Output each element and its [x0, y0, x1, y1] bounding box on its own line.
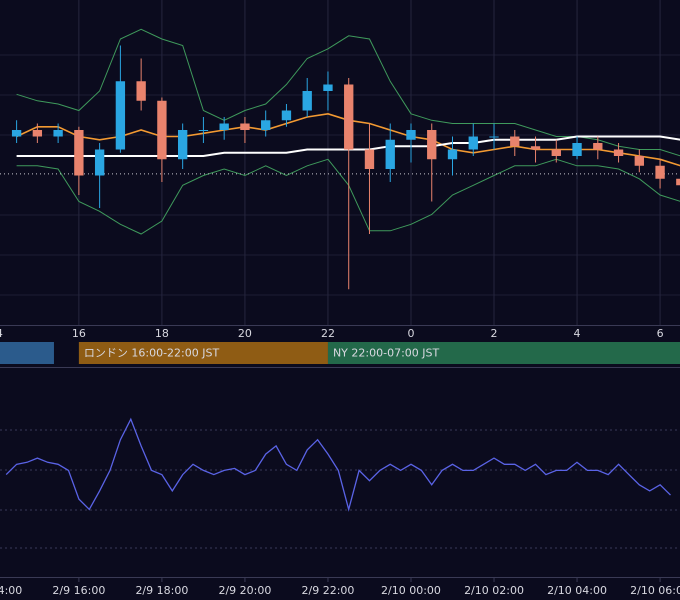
- session-band: [327, 342, 680, 364]
- candle-body: [281, 110, 292, 121]
- session-label: NY 22:00-07:00 JST: [333, 347, 440, 360]
- x-tick-label: 22: [321, 327, 335, 340]
- x-tick-label: 2/9 18:00: [135, 584, 188, 597]
- x-tick-label: 6: [657, 327, 664, 340]
- x-tick-label: 2/9 16:00: [52, 584, 105, 597]
- candle-body: [344, 84, 354, 150]
- candle-body: [115, 81, 126, 150]
- indicator-line: [16, 28, 680, 157]
- candle-body: [634, 156, 644, 166]
- x-tick-label: 2: [491, 327, 498, 340]
- candle-body: [94, 149, 105, 176]
- candle-body: [510, 136, 520, 147]
- candle-body: [551, 149, 561, 156]
- candle-body: [655, 165, 665, 179]
- candle-body: [468, 136, 478, 150]
- candle-body: [198, 130, 209, 131]
- candle-body: [593, 143, 603, 150]
- candle-body: [53, 130, 63, 137]
- candle-body: [489, 136, 499, 138]
- candle-body: [74, 130, 84, 176]
- session-label: ロンドン 16:00-22:00 JST: [84, 347, 220, 360]
- candle-body: [530, 146, 541, 150]
- oscillator-line: [5, 417, 671, 512]
- session-band: [78, 342, 328, 364]
- x-tick-label: 2/10 04:00: [547, 584, 607, 597]
- candle-body: [219, 123, 229, 130]
- candle-body: [32, 130, 43, 137]
- x-tick-label: 16: [72, 327, 86, 340]
- candle-body: [240, 123, 250, 130]
- x-tick-label: 2/9 14:00: [0, 584, 22, 597]
- candle-body: [676, 178, 680, 186]
- candle-body: [11, 130, 22, 137]
- x-tick-label: 2/9 22:00: [302, 584, 355, 597]
- candle-body: [427, 130, 437, 160]
- candle-body: [157, 100, 167, 160]
- candle-body: [136, 81, 146, 101]
- candle-body: [572, 143, 582, 156]
- candle-body: [385, 139, 395, 169]
- candle-body: [447, 149, 458, 160]
- x-tick-label: 20: [238, 327, 252, 340]
- session-band: [0, 342, 54, 364]
- x-tick-label: 2/10 00:00: [381, 584, 441, 597]
- main-grid-h: [0, 54, 680, 296]
- candles: [11, 45, 680, 290]
- candle-body: [364, 149, 375, 169]
- candle-body: [261, 120, 271, 130]
- candle-body: [613, 149, 624, 156]
- x-tick-label: 2/10 02:00: [464, 584, 524, 597]
- x-tick-label: 4: [574, 327, 581, 340]
- x-tick-label: 0: [407, 327, 414, 340]
- candle-body: [406, 130, 416, 140]
- x-tick-label: 14: [0, 327, 3, 340]
- candle-body: [302, 91, 312, 111]
- x-tick-label: 2/9 20:00: [218, 584, 271, 597]
- candle-body: [177, 130, 188, 160]
- x-tick-label: 2/10 06:00: [630, 584, 680, 597]
- x-tick-label: 18: [155, 327, 169, 340]
- candle-body: [323, 84, 333, 91]
